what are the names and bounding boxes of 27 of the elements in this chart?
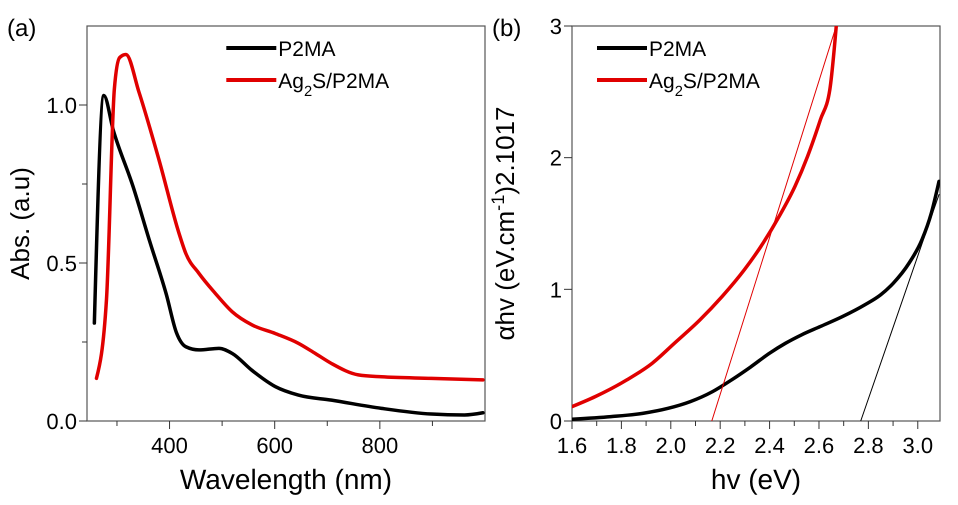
- y-tick-label: 1: [550, 277, 562, 302]
- x-tick-label: 800: [361, 433, 398, 458]
- x-tick-label: 2.4: [754, 433, 785, 458]
- x-tick-label: 1.8: [606, 433, 637, 458]
- x-tick-label: 1.6: [556, 433, 588, 458]
- y-tick-label: 0.0: [46, 409, 77, 434]
- legend-label: P2MA: [649, 38, 706, 61]
- x-tick-label: 3.0: [902, 433, 934, 458]
- y-tick-label: 0.5: [46, 251, 77, 276]
- x-tick-label: 2.0: [655, 433, 686, 458]
- legend-label: Ag$_{2}$S/P2MA: [649, 70, 760, 100]
- chart-title: (a): [7, 15, 36, 42]
- x-tick-label: 600: [256, 433, 294, 458]
- x-tick-label: 2.6: [804, 433, 834, 458]
- x-tick-label: 2.2: [704, 433, 736, 458]
- chart-title: (b): [492, 15, 522, 42]
- x-tick-label: 2.8: [853, 433, 884, 458]
- y-tick-label: 1.0: [46, 93, 77, 118]
- x-tick-label: 400: [151, 433, 188, 458]
- x-axis-title: Wavelength (nm): [180, 464, 392, 495]
- y-axis-title: Abs. (a.u): [5, 167, 35, 280]
- legend-label: Ag$_{2}$S/P2MA: [278, 70, 390, 100]
- y-tick-label: 0: [550, 409, 562, 434]
- y-tick-label: 2: [550, 146, 562, 171]
- y-tick-label: 3: [550, 14, 562, 39]
- legend-label: P2MA: [278, 38, 336, 61]
- x-axis-title: hv (eV): [710, 464, 802, 495]
